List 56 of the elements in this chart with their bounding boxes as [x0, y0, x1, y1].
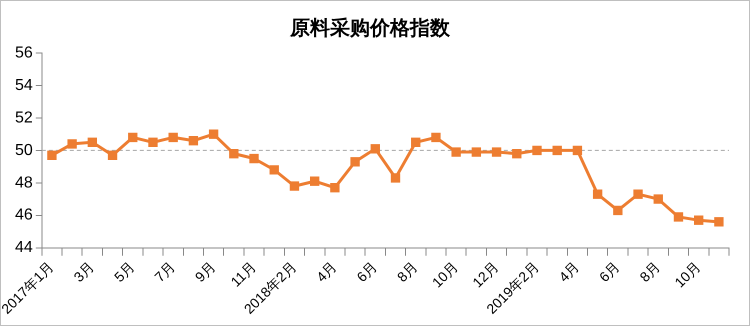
- point: [472, 147, 482, 157]
- point: [390, 173, 400, 183]
- x-tick-label: 12月: [469, 258, 502, 290]
- x-tick-label: 6月: [353, 258, 380, 285]
- point: [229, 148, 238, 158]
- point: [188, 136, 198, 146]
- point: [512, 148, 522, 158]
- point: [694, 216, 704, 225]
- point: [168, 132, 178, 142]
- point: [633, 190, 643, 199]
- y-tick-label: 44: [15, 239, 33, 256]
- point: [532, 146, 542, 156]
- point: [431, 132, 441, 142]
- x-tick-label: 9月: [192, 258, 218, 285]
- x-tick-label: 4月: [556, 258, 582, 285]
- point: [67, 139, 77, 149]
- chart-title: 原料采购价格指数: [289, 16, 451, 40]
- point: [451, 147, 461, 157]
- point: [249, 154, 259, 164]
- point: [208, 129, 218, 139]
- point: [88, 138, 98, 147]
- x-tick-label: 5月: [110, 258, 138, 285]
- point: [47, 150, 57, 160]
- y-tick-label: 52: [15, 109, 33, 126]
- y-tick-label: 46: [15, 206, 33, 224]
- point: [370, 144, 380, 154]
- point: [613, 206, 623, 216]
- point: [552, 146, 562, 156]
- point: [310, 176, 320, 186]
- point: [350, 157, 360, 166]
- point: [492, 147, 502, 157]
- point: [572, 146, 582, 156]
- point: [592, 190, 602, 199]
- x-tick-label: 3月: [70, 258, 98, 285]
- point: [654, 194, 663, 204]
- x-tick-label: 4月: [313, 258, 340, 285]
- y-tick-label: 50: [15, 142, 33, 159]
- point: [411, 138, 420, 147]
- point: [330, 183, 340, 192]
- x-tick-label: 10月: [428, 258, 461, 290]
- point: [148, 138, 158, 147]
- point: [128, 132, 138, 142]
- point: [290, 181, 300, 191]
- x-tick-label: 8月: [636, 258, 664, 285]
- point: [674, 212, 684, 222]
- x-tick-label: 7月: [151, 258, 178, 285]
- x-tick-label: 11月: [227, 258, 259, 290]
- y-tick-label: 54: [15, 76, 33, 94]
- x-tick-label: 6月: [596, 258, 623, 285]
- point: [108, 150, 118, 160]
- y-tick-label: 48: [15, 174, 33, 192]
- point: [270, 165, 279, 175]
- x-tick-label: 8月: [394, 258, 421, 285]
- y-tick-label: 56: [15, 44, 33, 62]
- x-tick-label: 10月: [671, 258, 704, 290]
- point: [714, 217, 724, 227]
